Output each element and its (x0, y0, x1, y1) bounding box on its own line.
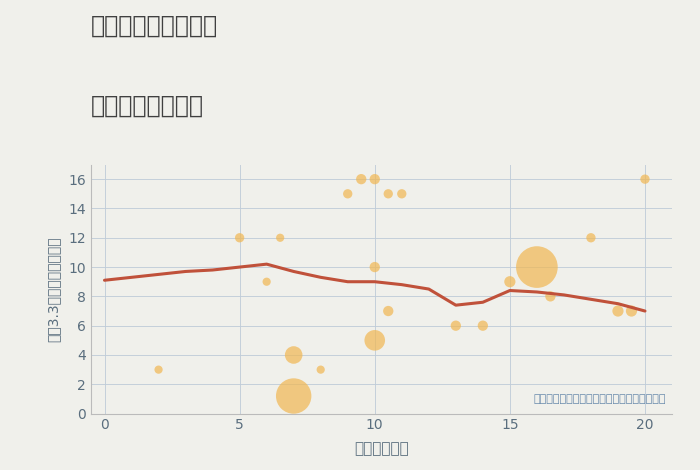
X-axis label: 駅距離（分）: 駅距離（分） (354, 441, 409, 456)
Point (612, 307, 624, 315)
Text: 駅距離別土地価格: 駅距離別土地価格 (91, 94, 204, 118)
Point (504, 278, 515, 285)
Y-axis label: 坪（3.3㎡）単価（万円）: 坪（3.3㎡）単価（万円） (46, 236, 60, 342)
Point (383, 190, 394, 197)
Text: 三重県名張市長瀬の: 三重県名張市長瀬の (91, 14, 218, 38)
Point (383, 307, 394, 315)
Point (639, 175, 650, 183)
Point (545, 293, 556, 300)
Point (153, 366, 164, 373)
Point (261, 278, 272, 285)
Point (234, 234, 245, 242)
Point (450, 322, 461, 329)
Text: 円の大きさは、取引のあった物件面積を示す: 円の大きさは、取引のあった物件面積を示す (533, 394, 666, 404)
Point (315, 366, 326, 373)
Point (369, 263, 380, 271)
Point (288, 392, 300, 400)
Point (274, 234, 286, 242)
Point (288, 351, 300, 359)
Point (585, 234, 596, 242)
Point (626, 307, 637, 315)
Point (356, 175, 367, 183)
Point (342, 190, 354, 197)
Point (369, 337, 380, 344)
Point (396, 190, 407, 197)
Point (369, 175, 380, 183)
Point (477, 322, 489, 329)
Point (531, 263, 542, 271)
